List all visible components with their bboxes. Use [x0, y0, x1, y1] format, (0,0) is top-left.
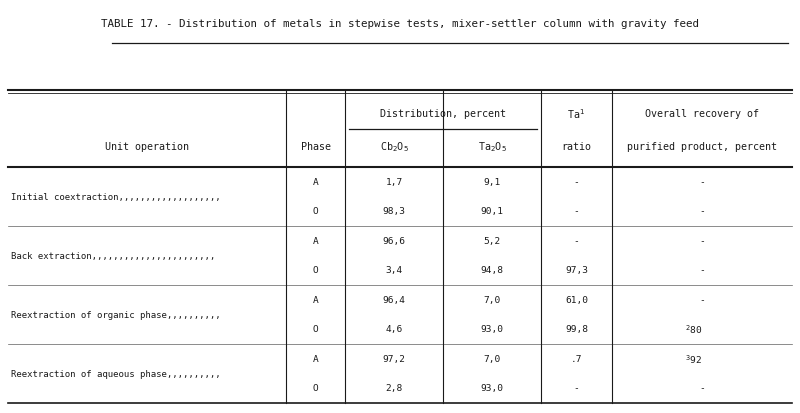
Text: Distribution, percent: Distribution, percent — [380, 109, 506, 119]
Text: $^3$92: $^3$92 — [686, 352, 702, 365]
Text: Unit operation: Unit operation — [105, 142, 189, 152]
Text: A: A — [313, 295, 318, 304]
Text: -: - — [574, 384, 579, 392]
Text: 94,8: 94,8 — [481, 266, 504, 275]
Text: 9,1: 9,1 — [483, 178, 501, 186]
Text: A: A — [313, 236, 318, 245]
Text: -: - — [574, 207, 579, 216]
Text: A: A — [313, 178, 318, 186]
Text: .7: .7 — [570, 354, 582, 363]
Text: 61,0: 61,0 — [565, 295, 588, 304]
Text: -: - — [574, 178, 579, 186]
Text: -: - — [699, 178, 705, 186]
Text: Ta$^1$: Ta$^1$ — [567, 107, 586, 121]
Text: -: - — [699, 207, 705, 216]
Text: -: - — [574, 236, 579, 245]
Text: Back extraction,,,,,,,,,,,,,,,,,,,,,,,: Back extraction,,,,,,,,,,,,,,,,,,,,,,, — [11, 251, 215, 260]
Text: 93,0: 93,0 — [481, 384, 504, 392]
Text: Cb$_2$O$_5$: Cb$_2$O$_5$ — [380, 140, 409, 154]
Text: 98,3: 98,3 — [382, 207, 406, 216]
Text: 2,8: 2,8 — [386, 384, 402, 392]
Text: TABLE 17. - Distribution of metals in stepwise tests, mixer-settler column with : TABLE 17. - Distribution of metals in st… — [101, 19, 699, 28]
Text: Reextraction of aqueous phase,,,,,,,,,,: Reextraction of aqueous phase,,,,,,,,,, — [11, 369, 221, 378]
Text: 99,8: 99,8 — [565, 325, 588, 334]
Text: 96,6: 96,6 — [382, 236, 406, 245]
Text: 7,0: 7,0 — [483, 295, 501, 304]
Text: ratio: ratio — [562, 142, 591, 152]
Text: 3,4: 3,4 — [386, 266, 402, 275]
Text: Overall recovery of: Overall recovery of — [645, 109, 759, 119]
Text: Initial coextraction,,,,,,,,,,,,,,,,,,,: Initial coextraction,,,,,,,,,,,,,,,,,,, — [11, 192, 221, 201]
Text: 1,7: 1,7 — [386, 178, 402, 186]
Text: A: A — [313, 354, 318, 363]
Text: 96,4: 96,4 — [382, 295, 406, 304]
Text: 97,3: 97,3 — [565, 266, 588, 275]
Text: $^2$80: $^2$80 — [685, 323, 702, 335]
Text: O: O — [313, 266, 318, 275]
Text: 4,6: 4,6 — [386, 325, 402, 334]
Text: 90,1: 90,1 — [481, 207, 504, 216]
Text: purified product, percent: purified product, percent — [627, 142, 777, 152]
Text: Ta$_2$O$_5$: Ta$_2$O$_5$ — [478, 140, 506, 154]
Text: -: - — [699, 266, 705, 275]
Text: 97,2: 97,2 — [382, 354, 406, 363]
Text: Reextraction of organic phase,,,,,,,,,,: Reextraction of organic phase,,,,,,,,,, — [11, 310, 221, 319]
Text: 93,0: 93,0 — [481, 325, 504, 334]
Text: -: - — [699, 295, 705, 304]
Text: O: O — [313, 384, 318, 392]
Text: 7,0: 7,0 — [483, 354, 501, 363]
Text: 5,2: 5,2 — [483, 236, 501, 245]
Text: O: O — [313, 207, 318, 216]
Text: -: - — [699, 384, 705, 392]
Text: O: O — [313, 325, 318, 334]
Text: -: - — [699, 236, 705, 245]
Text: Phase: Phase — [301, 142, 330, 152]
